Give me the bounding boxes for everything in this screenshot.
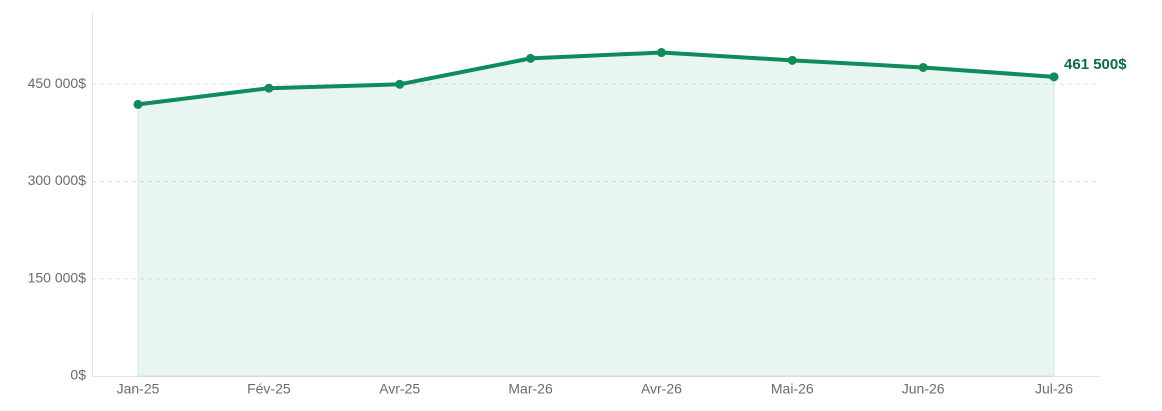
x-tick-label: Avr-25 [379, 381, 420, 397]
x-tick-label: Mar-26 [508, 381, 553, 397]
x-tick-label: Avr-26 [641, 381, 682, 397]
value-label: 461 500$ [1064, 56, 1127, 73]
y-tick-label: 450 000$ [28, 75, 87, 91]
point [1049, 72, 1059, 82]
x-tick-label: Jun-26 [902, 381, 945, 397]
area [137, 52, 1055, 377]
y-tick-label: 300 000$ [28, 172, 87, 188]
x-tick-label: Mai-26 [771, 381, 814, 397]
x-tick-label: Jul-26 [1035, 381, 1073, 397]
x-tick-label: Fév-25 [247, 381, 291, 397]
point [656, 48, 666, 58]
point [918, 62, 928, 72]
point [264, 83, 274, 93]
y-tick-label: 0$ [70, 367, 86, 383]
point [395, 79, 405, 89]
point [787, 55, 797, 65]
point [526, 53, 536, 63]
point [133, 99, 143, 109]
y-tick-label: 150 000$ [28, 269, 87, 285]
line [137, 50, 1055, 107]
x-tick-label: Jan-25 [117, 381, 160, 397]
